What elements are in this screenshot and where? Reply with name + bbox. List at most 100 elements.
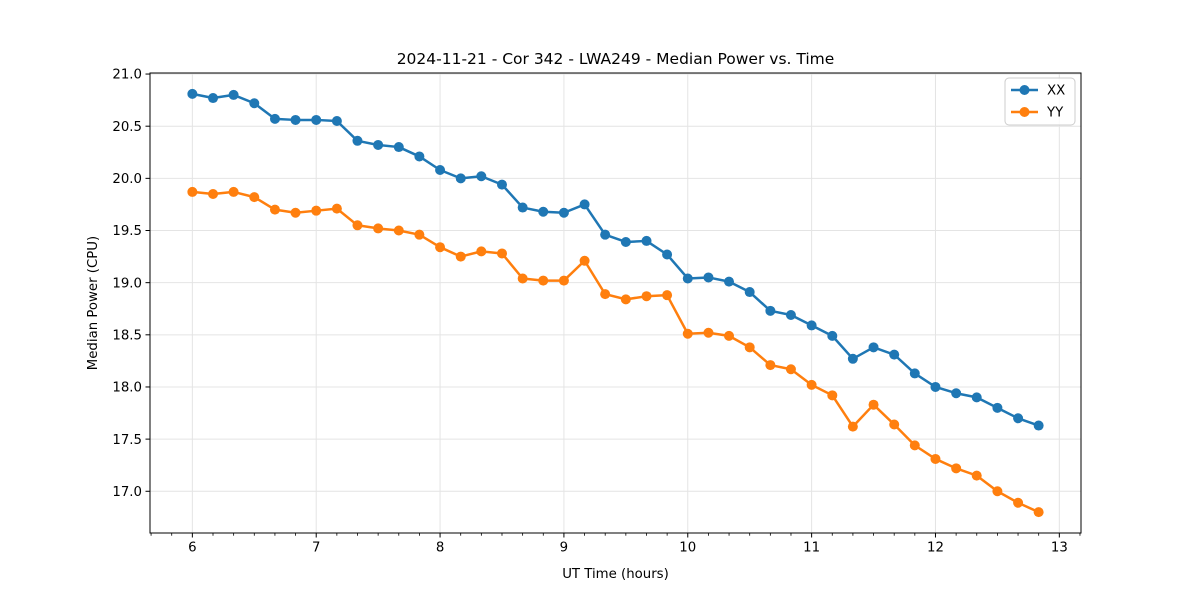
series-YY-marker [703, 327, 714, 338]
x-tick-label: 9 [560, 541, 568, 556]
series-XX-marker [765, 305, 776, 316]
series-XX-marker [249, 98, 260, 109]
series-XX-marker [187, 88, 198, 99]
series-XX-marker [1013, 413, 1024, 424]
series-YY-marker [414, 229, 425, 240]
y-tick-label: 20.5 [112, 120, 142, 135]
plot-border [149, 72, 1082, 534]
series-YY-marker [208, 188, 219, 199]
legend: XX YY [1004, 77, 1076, 126]
series-XX-marker [311, 114, 322, 125]
series-XX-marker [992, 402, 1003, 413]
data-series [187, 88, 1044, 518]
series-YY-marker [868, 399, 879, 410]
y-tick-label: 21.0 [112, 68, 142, 83]
series-YY-marker [765, 360, 776, 371]
series-XX-marker [352, 135, 363, 146]
series-XX-marker [620, 236, 631, 247]
series-XX-marker [930, 381, 941, 392]
series-XX-marker [414, 151, 425, 162]
y-tick-label: 19.5 [112, 224, 142, 239]
series-XX-marker [600, 229, 611, 240]
legend-label-YY: YY [1046, 106, 1064, 121]
series-XX-marker [1033, 420, 1044, 431]
series-XX-marker [889, 349, 900, 360]
series-YY-marker [476, 246, 487, 257]
series-YY-marker [724, 330, 735, 341]
series-YY-marker [311, 205, 322, 216]
gridlines [150, 73, 1081, 533]
series-YY-marker [785, 364, 796, 375]
x-tick-label: 13 [1051, 541, 1068, 556]
series-YY-marker [435, 242, 446, 253]
series-YY-marker [682, 328, 693, 339]
series-XX-marker [806, 320, 817, 331]
series-XX-marker [228, 89, 239, 100]
series-YY-marker [909, 440, 920, 451]
series-XX-marker [868, 342, 879, 353]
y-tick-labels: 17.0 17.5 18.0 18.5 19.0 19.5 20.0 20.5 21.0 [112, 68, 142, 500]
series-YY-marker [744, 342, 755, 353]
series-XX-marker [744, 287, 755, 298]
x-tick-label: 7 [312, 541, 320, 556]
series-XX-marker [455, 173, 466, 184]
series-XX-marker [558, 207, 569, 218]
x-axis-label: UT Time (hours) [562, 567, 669, 582]
series-YY-marker [496, 248, 507, 259]
series-YY-marker [269, 204, 280, 215]
series-YY-marker [806, 379, 817, 390]
series-XX-marker [331, 115, 342, 126]
series-XX-marker [579, 199, 590, 210]
series-YY-marker [600, 289, 611, 300]
series-YY-marker [827, 390, 838, 401]
series-XX-marker [290, 114, 301, 125]
series-YY-marker [517, 273, 528, 284]
series-YY-marker [579, 255, 590, 266]
series-XX-marker [847, 353, 858, 364]
legend-sample-marker-YY [1019, 107, 1030, 117]
series-XX-marker [496, 179, 507, 190]
series-XX-marker [373, 139, 384, 150]
series-YY [187, 186, 1044, 518]
x-tick-labels: 6 7 8 9 10 11 12 13 [188, 541, 1068, 556]
series-YY-marker [641, 291, 652, 302]
axis-ticks [145, 73, 1081, 538]
y-tick-label: 17.5 [112, 433, 142, 448]
x-tick-label: 8 [436, 541, 444, 556]
series-YY-marker [331, 203, 342, 214]
series-XX-marker [538, 206, 549, 217]
y-tick-label: 17.0 [112, 485, 142, 500]
series-XX-marker [785, 309, 796, 320]
series-YY-marker [662, 290, 673, 301]
series-XX-marker [827, 330, 838, 341]
x-tick-label: 11 [803, 541, 820, 556]
series-YY-marker [951, 463, 962, 474]
series-XX-marker [703, 272, 714, 283]
series-YY-line [191, 190, 1040, 514]
x-tick-label: 10 [679, 541, 696, 556]
series-XX [187, 88, 1044, 431]
legend-sample-marker-XX [1019, 85, 1030, 95]
series-YY-marker [1013, 497, 1024, 508]
series-YY-marker [1033, 507, 1044, 518]
series-XX-marker [909, 368, 920, 379]
series-YY-marker [187, 186, 198, 197]
series-YY-marker [558, 275, 569, 286]
series-XX-marker [641, 235, 652, 246]
series-XX-marker [208, 93, 219, 104]
y-axis-label: Median Power (CPU) [86, 236, 101, 370]
series-YY-marker [393, 225, 404, 236]
series-XX-marker [517, 202, 528, 213]
series-XX-marker [971, 392, 982, 403]
series-YY-marker [373, 223, 384, 234]
series-YY-marker [228, 186, 239, 197]
series-YY-marker [930, 453, 941, 464]
series-XX-marker [682, 273, 693, 284]
series-XX-marker [435, 165, 446, 176]
chart-title: 2024-11-21 - Cor 342 - LWA249 - Median P… [397, 50, 835, 68]
series-YY-marker [538, 275, 549, 286]
x-tick-label: 12 [927, 541, 944, 556]
legend-label-XX: XX [1047, 84, 1065, 99]
